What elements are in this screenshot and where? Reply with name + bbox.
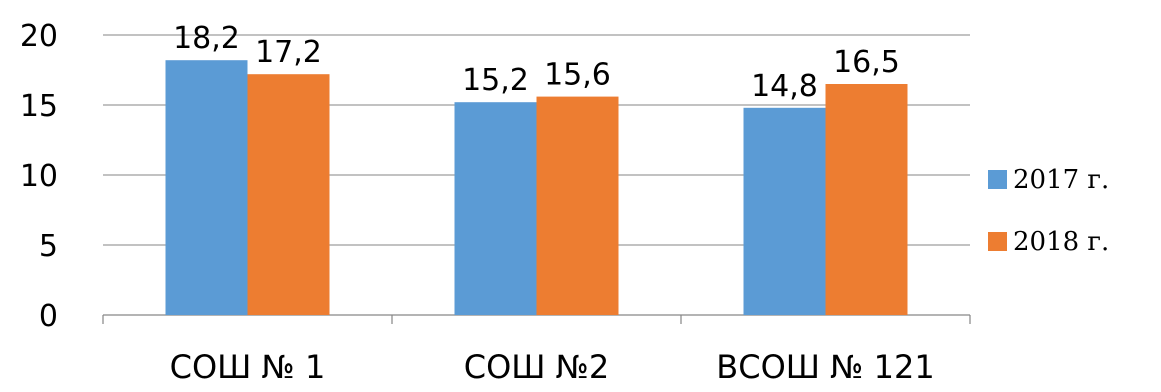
bar (454, 102, 537, 315)
y-tick-label: 10 (20, 159, 58, 194)
x-category-label: СОШ №2 (464, 348, 610, 386)
legend-swatch (988, 170, 1007, 189)
legend-swatch (988, 232, 1007, 251)
x-axis: СОШ № 1 СОШ №2 ВСОШ № 121 (102, 314, 971, 386)
bar (743, 107, 826, 315)
legend: 2017 г. 2018 г. (988, 165, 1109, 257)
y-tick-label: 20 (20, 19, 58, 54)
bar (247, 74, 330, 315)
bar-value-label: 16,5 (833, 45, 900, 80)
bar-value-label: 15,6 (544, 58, 611, 93)
y-tick-label: 15 (20, 89, 58, 124)
bar (825, 84, 908, 315)
y-tick-label: 5 (39, 229, 58, 264)
bar-value-label: 17,2 (255, 35, 322, 70)
legend-label: 2018 г. (1013, 227, 1109, 257)
y-tick-label: 0 (39, 299, 58, 334)
bars (165, 60, 908, 316)
x-category-label: ВСОШ № 121 (716, 348, 934, 386)
bar-value-label: 18,2 (173, 21, 240, 56)
bar-value-label: 15,2 (462, 63, 529, 98)
bar (165, 60, 248, 316)
data-labels: 18,2 17,2 15,2 15,6 14,8 16,5 (173, 21, 900, 104)
bar-value-label: 14,8 (751, 69, 818, 104)
legend-label: 2017 г. (1013, 165, 1109, 195)
bar (536, 96, 619, 315)
y-axis: 0 5 10 15 20 (20, 19, 58, 334)
x-category-label: СОШ № 1 (170, 348, 326, 386)
